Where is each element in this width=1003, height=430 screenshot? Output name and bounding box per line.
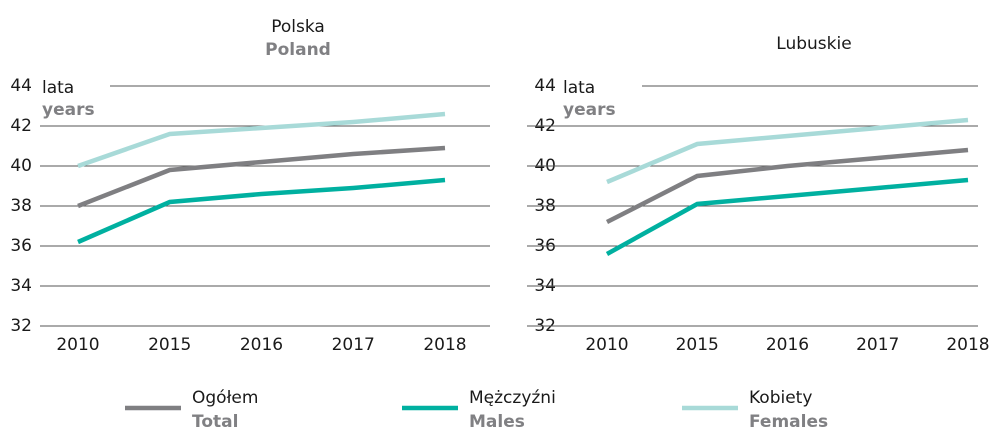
legend-label-en: Females: [749, 412, 828, 430]
line-series: [77, 145, 446, 209]
line-series: [77, 111, 446, 169]
legend-label-en: Males: [469, 412, 525, 430]
y-axis-label-en: years: [42, 100, 95, 120]
x-tick-label: 2018: [946, 335, 989, 355]
y-tick-label: 44: [534, 76, 556, 96]
y-axis-label: lata: [563, 78, 595, 98]
y-tick-label: 44: [10, 76, 32, 96]
line-series: [77, 177, 446, 245]
x-tick-label: 2010: [585, 335, 628, 355]
x-tick-label: 2015: [148, 335, 191, 355]
legend-label: Ogółem: [192, 388, 258, 408]
y-tick-label: 32: [10, 316, 32, 336]
x-tick-label: 2017: [332, 335, 375, 355]
x-tick-label: 2015: [676, 335, 719, 355]
line-series: [606, 117, 969, 185]
x-tick-label: 2017: [856, 335, 899, 355]
chart-title: Polska: [271, 17, 325, 37]
x-tick-label: 2016: [240, 335, 283, 355]
y-tick-label: 36: [10, 236, 32, 256]
y-tick-label: 40: [10, 156, 32, 176]
chart-title: Lubuskie: [776, 34, 851, 54]
legend-label: Mężczyźni: [469, 388, 556, 408]
line-series: [605, 147, 969, 225]
y-tick-label: 34: [10, 276, 32, 296]
legend-label-en: Total: [192, 412, 238, 430]
x-tick-label: 2010: [56, 335, 99, 355]
y-tick-label: 38: [10, 196, 32, 216]
x-tick-label: 2018: [423, 335, 466, 355]
legend-label: Kobiety: [749, 388, 812, 408]
line-series: [605, 177, 969, 256]
y-axis-label-en: years: [563, 100, 616, 120]
y-axis-label: lata: [42, 78, 74, 98]
x-tick-label: 2016: [766, 335, 809, 355]
chart-subtitle: Poland: [265, 40, 331, 60]
y-tick-label: 42: [10, 116, 32, 136]
